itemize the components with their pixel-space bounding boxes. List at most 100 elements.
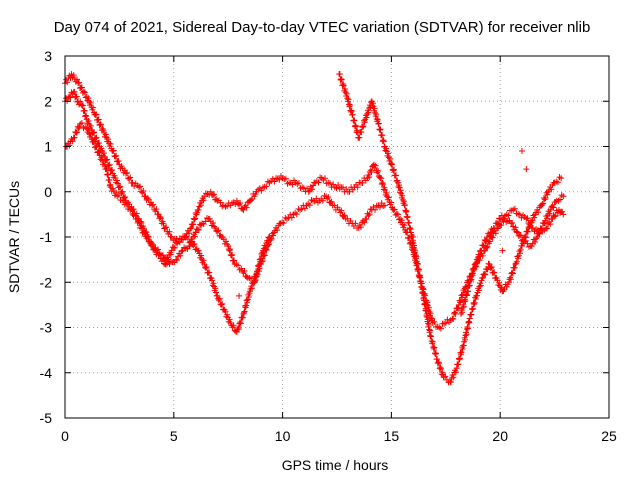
data-point-track-d	[417, 278, 424, 285]
data-point-track-d	[518, 243, 525, 250]
data-point-track-e	[462, 298, 469, 305]
data-point-track-a	[149, 202, 156, 209]
data-point-track-a	[127, 174, 134, 181]
data-point-track-c	[119, 188, 126, 195]
data-point-track-d	[434, 356, 441, 363]
data-point-track-d	[466, 315, 473, 322]
data-point-track-d	[363, 114, 370, 121]
data-point-track-a	[354, 184, 361, 191]
data-point-track-d	[392, 172, 399, 179]
data-point-track-c	[213, 289, 220, 296]
data-point-track-b	[270, 232, 277, 239]
data-point-track-d	[470, 305, 476, 312]
data-point-track-c	[191, 241, 198, 248]
data-point-track-d	[472, 295, 479, 302]
data-point-track-c	[104, 156, 111, 163]
data-point-track-d	[376, 126, 383, 133]
data-point-track-a	[431, 318, 438, 325]
data-point-track-b	[344, 215, 351, 222]
data-point-track-a	[192, 215, 199, 222]
data-point-track-c	[212, 285, 219, 292]
data-point-track-a	[95, 116, 102, 123]
data-point-track-c	[178, 236, 185, 243]
data-point-track-a	[211, 191, 218, 198]
data-point-track-a	[550, 204, 557, 211]
x-tick-label: 5	[170, 428, 178, 444]
data-point-track-d	[450, 374, 457, 381]
data-point-track-d	[542, 195, 549, 202]
data-point-track-a	[552, 199, 559, 206]
data-point-track-e	[559, 208, 566, 215]
data-point-track-c	[240, 309, 247, 316]
data-point-track-b	[328, 198, 335, 205]
data-point-track-c	[70, 89, 77, 96]
data-point-outliers	[499, 247, 506, 254]
data-point-track-d	[447, 379, 454, 386]
data-point-track-c	[239, 314, 246, 321]
data-point-track-a	[339, 184, 346, 191]
data-point-track-c	[133, 210, 140, 217]
data-point-track-b	[206, 215, 213, 222]
data-point-track-a	[382, 186, 389, 193]
data-point-track-e	[461, 296, 468, 303]
data-point-track-d	[471, 299, 478, 306]
data-point-track-d	[496, 279, 503, 286]
data-point-track-c	[114, 180, 121, 187]
data-point-track-a	[455, 305, 462, 312]
data-point-track-a	[217, 199, 224, 206]
data-point-track-e	[516, 211, 523, 218]
data-point-track-d	[481, 270, 488, 277]
data-point-track-d	[476, 283, 483, 290]
data-point-track-d	[452, 369, 459, 376]
data-point-track-d	[343, 90, 350, 97]
y-tick-label: 0	[44, 184, 52, 200]
data-point-track-b	[178, 248, 185, 255]
data-point-track-c	[266, 234, 273, 240]
data-point-track-a	[166, 228, 173, 235]
data-point-track-d	[535, 209, 542, 216]
data-point-track-d	[361, 119, 368, 126]
data-point-track-b	[215, 227, 222, 234]
data-point-track-a	[200, 197, 207, 204]
data-point-track-e	[482, 237, 489, 244]
data-point-track-d	[338, 76, 345, 83]
data-point-track-a	[375, 167, 382, 174]
data-point-track-d	[468, 311, 475, 318]
data-point-track-c	[216, 295, 223, 302]
data-point-track-c	[145, 234, 152, 241]
data-marks	[62, 71, 567, 386]
data-point-track-d	[439, 369, 446, 376]
data-point-track-b	[352, 220, 359, 227]
data-point-track-a	[498, 222, 505, 229]
y-tick-label: -1	[40, 229, 53, 245]
y-tick-label: -4	[40, 365, 53, 381]
data-point-track-d	[463, 331, 470, 338]
data-point-track-c	[224, 311, 231, 318]
data-point-track-c	[79, 102, 86, 109]
data-point-track-c	[254, 268, 261, 275]
data-point-track-c	[152, 246, 159, 253]
data-point-track-e	[560, 211, 567, 218]
data-point-track-b	[105, 171, 112, 178]
data-point-track-a	[509, 220, 516, 227]
data-point-track-d	[515, 255, 522, 262]
data-point-track-c	[195, 247, 202, 254]
data-point-track-d	[390, 167, 397, 174]
data-point-track-d	[436, 360, 443, 367]
data-point-track-c	[87, 122, 94, 129]
data-point-track-a	[105, 136, 112, 143]
data-point-track-d	[469, 306, 476, 313]
data-point-track-a	[528, 243, 535, 250]
data-point-track-d	[509, 269, 516, 276]
data-point-track-d	[438, 365, 445, 372]
data-point-track-a	[97, 121, 104, 128]
y-tick-label: 3	[44, 48, 52, 64]
data-point-track-a	[388, 199, 395, 206]
data-point-track-e	[460, 303, 467, 310]
data-point-track-d	[360, 117, 367, 124]
data-point-track-d	[433, 350, 440, 357]
data-point-track-b	[192, 229, 199, 236]
data-point-track-d	[373, 111, 380, 118]
data-point-track-a	[489, 234, 496, 241]
data-point-track-a	[90, 104, 97, 111]
